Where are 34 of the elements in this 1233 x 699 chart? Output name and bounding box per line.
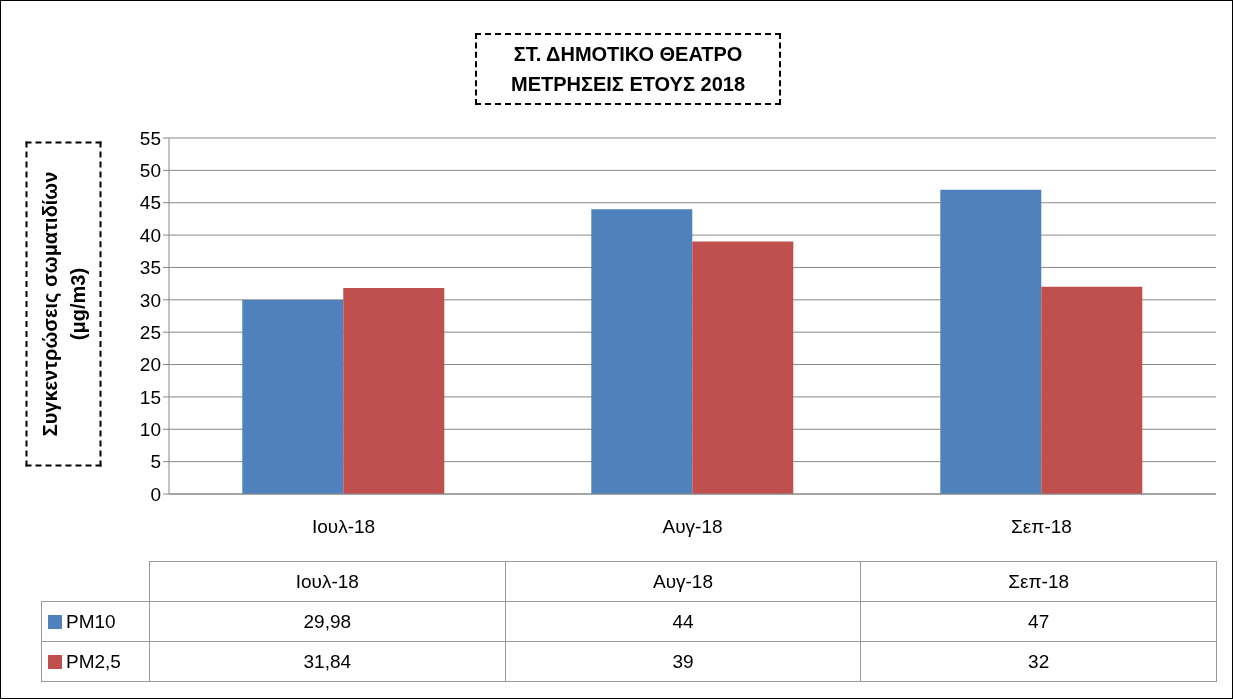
bar [692, 241, 794, 494]
category-label: Ιουλ-18 [295, 570, 359, 592]
y-tick-label: 55 [139, 127, 161, 149]
data-label: 39 [504, 641, 862, 682]
category-label: Σεπ-18 [1008, 570, 1070, 592]
bar [343, 287, 445, 494]
bar [591, 209, 693, 494]
x-tick-label: Ιουλ-18 [311, 516, 376, 538]
legend-label: PM2,5 [41, 641, 150, 682]
y-tick-label: 30 [139, 289, 161, 311]
bar [242, 299, 344, 494]
y-tick-label: 40 [139, 224, 161, 246]
category-label: Αυγ-18 [652, 570, 713, 592]
y-tick-label: 25 [139, 321, 161, 343]
chart-title: ΣΤ. ΔΗΜΟΤΙΚΟ ΘΕΑΤΡΟ ΜΕΤΡΗΣΕΙΣ ΕΤΟΥΣ 2018 [475, 33, 781, 105]
y-tick-label: 50 [139, 160, 161, 182]
y-tick-label: 15 [139, 386, 161, 408]
y-tick-label: 10 [139, 419, 161, 441]
y-tick-label: 5 [150, 451, 161, 473]
x-tick-label: Αυγ-18 [662, 516, 723, 538]
bar [940, 189, 1042, 494]
data-label: 47 [860, 601, 1217, 642]
data-label: 44 [504, 601, 862, 642]
y-tick-label: 45 [139, 192, 161, 214]
y-axis-title: Συγκεντρώσεις σωματιδίων (μg/m3) [25, 141, 102, 467]
y-tick-label: 35 [139, 257, 161, 279]
data-label: 32 [860, 641, 1217, 682]
data-label: 29,98 [149, 601, 506, 642]
y-tick-label: 0 [150, 483, 161, 505]
y-tick-label: 20 [139, 354, 161, 376]
data-label: 31,84 [149, 641, 506, 682]
x-tick-label: Σεπ-18 [1011, 516, 1072, 538]
bar [1041, 286, 1143, 494]
legend-label: PM10 [41, 601, 150, 642]
